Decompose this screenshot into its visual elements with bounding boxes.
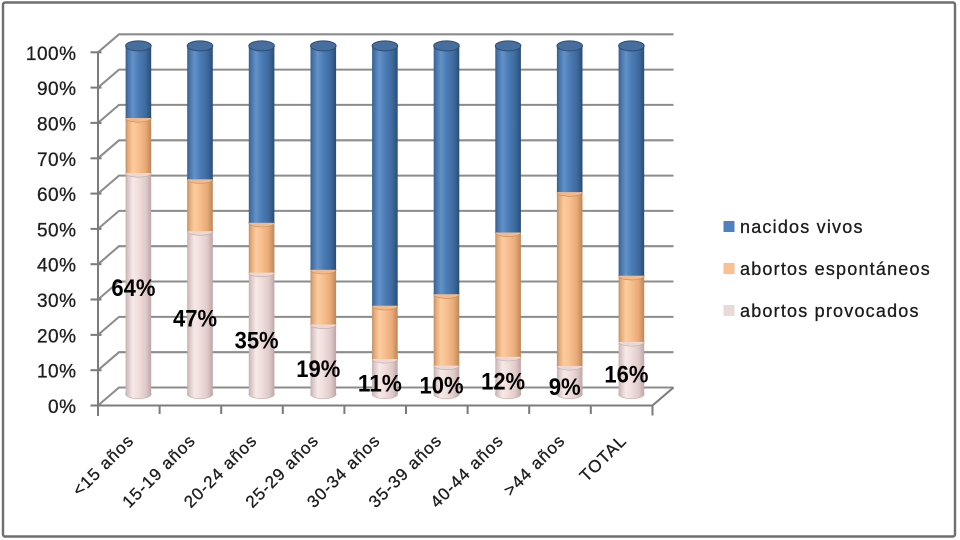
svg-text:80%: 80% [37, 114, 77, 135]
svg-text:nacidos vivos: nacidos vivos [740, 217, 864, 237]
svg-text:abortos provocados: abortos provocados [740, 301, 920, 321]
svg-text:12%: 12% [481, 369, 525, 396]
svg-text:64%: 64% [111, 275, 155, 302]
svg-text:10%: 10% [37, 362, 77, 383]
svg-text:35%: 35% [235, 327, 279, 354]
svg-text:11%: 11% [358, 371, 402, 398]
svg-text:0%: 0% [48, 397, 76, 418]
svg-text:20%: 20% [37, 326, 77, 347]
svg-text:100%: 100% [26, 44, 77, 65]
svg-text:60%: 60% [37, 185, 77, 206]
svg-text:50%: 50% [37, 220, 77, 241]
svg-text:40%: 40% [37, 256, 77, 277]
svg-text:9%: 9% [549, 374, 581, 401]
svg-text:47%: 47% [173, 306, 217, 333]
svg-text:16%: 16% [604, 362, 648, 389]
svg-text:10%: 10% [420, 372, 464, 399]
svg-text:abortos espontáneos: abortos espontáneos [740, 259, 931, 279]
svg-text:70%: 70% [37, 150, 77, 171]
svg-text:90%: 90% [37, 79, 77, 100]
svg-text:19%: 19% [296, 356, 340, 383]
svg-text:30%: 30% [37, 291, 77, 312]
